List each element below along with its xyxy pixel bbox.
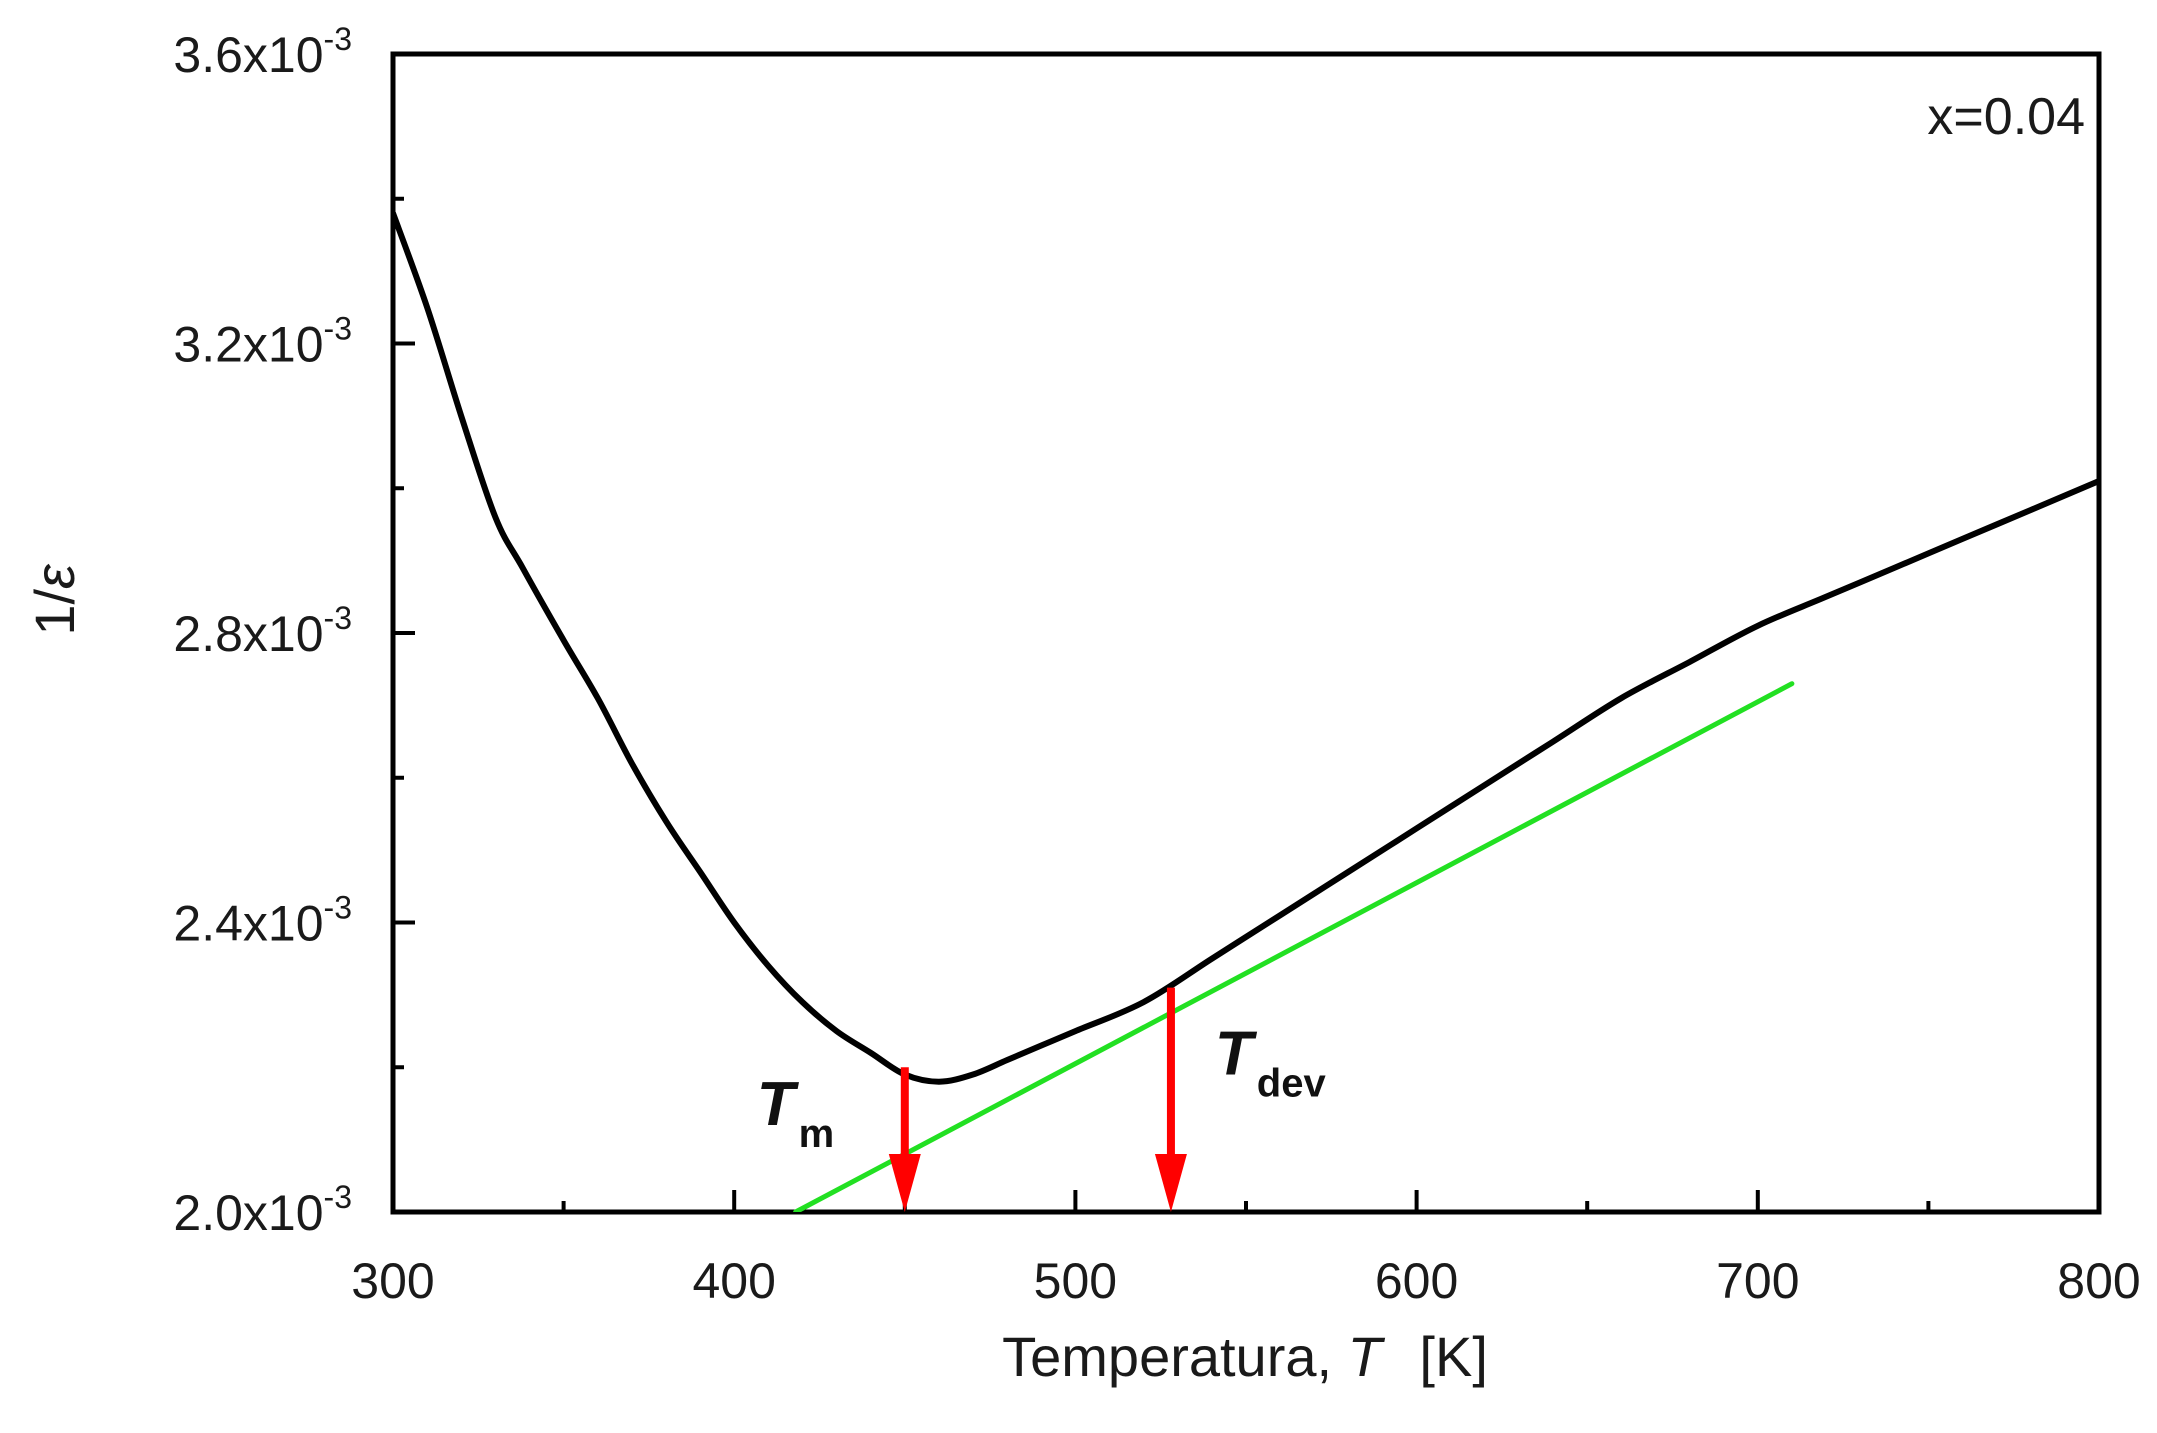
y-tick-label-2: 2.8x10-3	[173, 600, 352, 662]
x-tick-label-600: 600	[1375, 1253, 1458, 1309]
y-tick-exponent: -3	[324, 1179, 352, 1215]
x-tick-label-500: 500	[1034, 1253, 1117, 1309]
y-tick-label-0: 2.0x10-3	[173, 1179, 352, 1241]
marker-symbol: T	[1215, 1019, 1258, 1088]
marker-subscript: m	[799, 1112, 835, 1156]
y-tick-labels: 2.0x10-32.4x10-32.8x10-33.2x10-33.6x10-3	[173, 21, 352, 1241]
y-axis-title-symbol: ε	[23, 563, 86, 589]
y-tick-mantissa: 3.2x10	[173, 317, 323, 373]
y-tick-exponent: -3	[324, 600, 352, 636]
y-tick-mantissa: 2.0x10	[173, 1185, 323, 1241]
x-tick-label-400: 400	[692, 1253, 775, 1309]
y-tick-exponent: -3	[324, 21, 352, 57]
y-axis-title-prefix: 1/	[23, 589, 86, 636]
x-axis-title: Temperatura, T [K]	[1002, 1325, 1488, 1388]
x-axis-title-gap	[1404, 1325, 1420, 1388]
x-axis-title-unit: [K]	[1419, 1325, 1487, 1388]
annotation-composition: x=0.04	[1927, 88, 2085, 146]
y-tick-mantissa: 3.6x10	[173, 27, 323, 83]
marker-symbol: T	[757, 1070, 800, 1139]
linear-fit-line	[793, 681, 1795, 1212]
y-tick-label-1: 2.4x10-3	[173, 890, 352, 952]
x-tick-label-700: 700	[1716, 1253, 1799, 1309]
y-tick-mantissa: 2.8x10	[173, 606, 323, 662]
y-tick-exponent: -3	[324, 890, 352, 926]
y-tick-label-3: 3.2x10-3	[173, 311, 352, 373]
x-tick-label-300: 300	[351, 1253, 434, 1309]
x-axis-title-symbol: T	[1348, 1325, 1386, 1388]
arrow-head-T_dev	[1154, 1154, 1187, 1212]
y-axis-title: 1/ε	[23, 563, 86, 636]
x-axis-title-text: Temperatura,	[1002, 1325, 1348, 1388]
marker-subscript: dev	[1257, 1061, 1327, 1105]
y-tick-mantissa: 2.4x10	[173, 896, 323, 952]
x-tick-labels: 300 400 500 600 700 800	[351, 1253, 2140, 1309]
arrow-head-T_m	[888, 1154, 921, 1212]
y-tick-label-4: 3.6x10-3	[173, 21, 352, 83]
y-tick-exponent: -3	[324, 311, 352, 347]
data-curve-inverse-permittivity	[393, 210, 2099, 1085]
x-tick-label-800: 800	[2057, 1253, 2140, 1309]
series-layer	[393, 210, 2099, 1212]
axis-ticks	[391, 52, 2101, 1214]
